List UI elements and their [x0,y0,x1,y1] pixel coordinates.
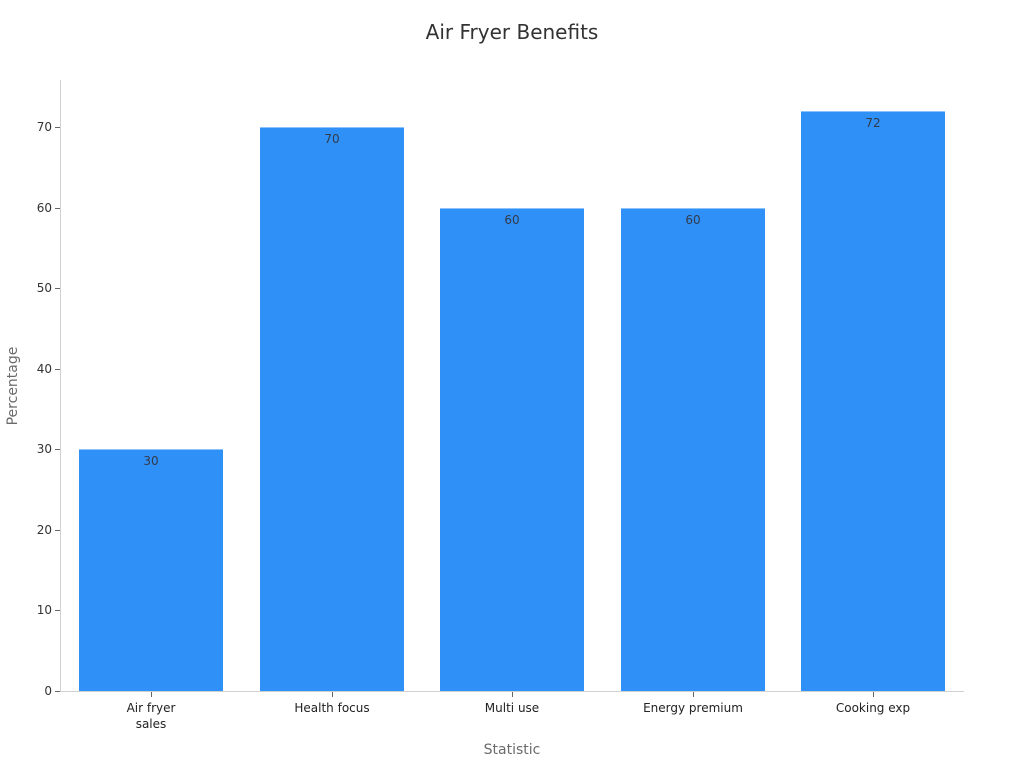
y-tick-label: 40 [36,361,52,376]
y-tick-mark [55,529,60,531]
x-tick-label: Energy premium [643,701,743,715]
chart-title: Air Fryer Benefits [425,20,599,44]
y-tick: 20 [0,523,60,544]
x-tick-label: Air fryer sales [126,701,176,731]
x-tick-label: Multi use [484,701,540,715]
y-tick-label: 50 [36,281,52,296]
bar: 70 [260,127,404,691]
x-axis-title: Statistic [483,742,541,758]
y-tick: 30 [0,442,60,463]
y-tick-mark [55,449,60,451]
y-tick: 40 [0,362,60,383]
y-tick: 0 [0,684,60,705]
bar-value-label: 72 [865,115,881,130]
x-tick-mark [151,692,152,697]
bar: 30 [79,449,223,691]
y-tick-mark [55,288,60,290]
y-tick-mark [55,691,60,692]
bar: 60 [621,207,765,691]
y-tick-label: 10 [36,603,52,618]
x-tick-label: Health focus [294,701,370,715]
y-tick-label: 70 [36,120,52,134]
x-tick-mark [873,692,874,697]
y-tick-label: 60 [36,200,52,215]
bar: 72 [801,110,945,691]
y-tick-mark [55,368,60,370]
y-tick-mark [55,207,60,209]
y-tick: 10 [0,603,60,624]
y-tick: 50 [0,281,60,302]
y-axis-line [60,80,61,692]
bar-value-label: 60 [685,212,701,227]
y-tick-label: 20 [36,522,52,537]
bar: 60 [440,207,584,691]
bar-value-label: 30 [143,454,159,469]
x-tick-mark [332,692,333,697]
x-tick-mark [512,692,513,697]
y-axis-title: Percentage [5,346,21,426]
y-tick-mark [55,610,60,612]
y-tick: 70 [0,120,60,141]
y-tick: 60 [0,201,60,222]
y-tick-label: 0 [44,684,52,698]
bar-value-label: 60 [504,212,520,227]
y-tick-mark [55,127,60,128]
x-tick-label: Cooking exp [835,701,911,715]
y-tick-label: 30 [36,442,52,457]
bar-value-label: 70 [324,132,340,146]
x-tick-mark [693,692,694,697]
x-axis-line [60,691,964,692]
